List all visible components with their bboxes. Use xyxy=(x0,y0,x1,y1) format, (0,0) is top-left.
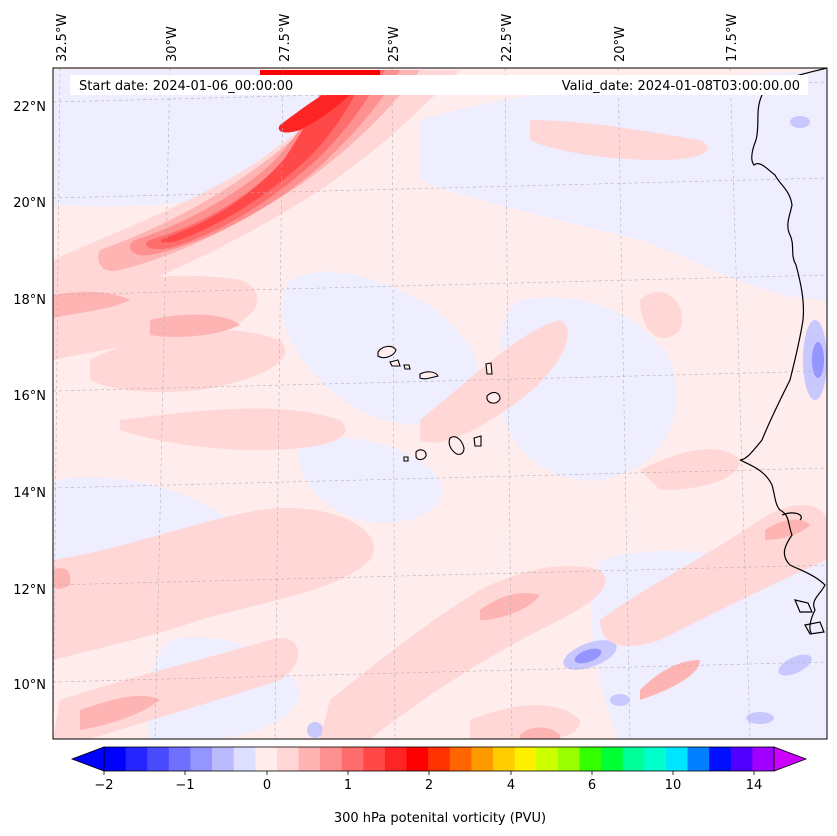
colorbar-cell xyxy=(601,747,624,771)
island-santa-luzia xyxy=(403,364,411,370)
lat-label-14n: 14°N xyxy=(13,486,46,501)
island-brava xyxy=(403,456,409,462)
colorbar-cell xyxy=(384,747,408,771)
map-frame xyxy=(52,67,828,740)
island-sal xyxy=(485,362,493,375)
lon-label-20w: 20°W xyxy=(613,26,628,62)
pv-negative-core xyxy=(574,342,824,664)
valid-date-label: Valid_date: 2024-01-08T03:00:00.00 xyxy=(562,79,800,94)
colorbar-cell xyxy=(665,747,689,771)
colorbar-cell xyxy=(514,747,537,771)
colorbar-tick-label: 14 xyxy=(746,778,763,793)
island-sao-vicente xyxy=(389,359,401,367)
lat-label-16n: 16°N xyxy=(13,389,46,404)
graticule xyxy=(53,68,827,739)
colorbar-cell xyxy=(276,747,300,771)
lon-label-17-5w: 17.5°W xyxy=(725,14,740,62)
colorbar-cell xyxy=(363,747,386,771)
colorbar-cell xyxy=(212,747,235,771)
lon-label-30w: 30°W xyxy=(165,26,180,62)
colorbar-cell xyxy=(255,747,278,771)
colorbar-under-arrow xyxy=(70,746,105,772)
island-santiago xyxy=(448,436,465,455)
colorbar-tick-label: 1 xyxy=(344,778,352,793)
colorbar-tick-label: 4 xyxy=(507,778,515,793)
colorbar-cell xyxy=(147,747,170,771)
colorbar-frame xyxy=(103,746,775,772)
colorbar-cell xyxy=(449,747,473,771)
colorbar-cell xyxy=(579,747,602,771)
colorbar-tick-label: −2 xyxy=(94,778,113,793)
lat-label-20n: 20°N xyxy=(13,196,46,211)
colorbar-tick-label: 10 xyxy=(665,778,682,793)
colorbar-tick-label: −1 xyxy=(175,778,194,793)
lat-label-18n: 18°N xyxy=(13,293,46,308)
map-panel: Start date: 2024-01-06_00:00:00 Valid_da… xyxy=(52,67,828,740)
colorbar-cell xyxy=(493,747,516,771)
lat-label-10n: 10°N xyxy=(13,678,46,693)
colorbar-tick-label: 6 xyxy=(588,778,596,793)
colorbar-ticks: −2 −1 0 1 2 4 6 10 14 xyxy=(94,771,762,793)
colorbar-cell xyxy=(471,747,494,771)
colorbar-cell xyxy=(644,747,667,771)
colorbar-cell xyxy=(298,747,321,771)
colorbar-cell xyxy=(730,747,753,771)
colorbar-cell xyxy=(709,747,732,771)
start-date-label: Start date: 2024-01-06_00:00:00 xyxy=(79,79,293,94)
colorbar-cell xyxy=(168,747,192,771)
island-maio xyxy=(473,435,482,447)
lon-label-27-5w: 27.5°W xyxy=(278,14,293,62)
lon-label-22-5w: 22.5°W xyxy=(500,14,515,62)
colorbar-cell xyxy=(622,747,645,771)
colorbar-cell xyxy=(536,747,559,771)
lat-label-12n: 12°N xyxy=(13,583,46,598)
cape-verde-islands xyxy=(377,345,501,462)
lon-label-32-5w: 32.5°W xyxy=(55,14,70,62)
colorbar-cell xyxy=(687,747,710,771)
colorbar-cell xyxy=(341,747,364,771)
colorbar: −2 −1 0 1 2 4 6 10 14 300 hPa potenital vorticit… xyxy=(70,746,808,826)
colorbar-title: 300 hPa potenital vorticity (PVU) xyxy=(334,811,546,826)
lat-label-22n: 22°N xyxy=(13,100,46,115)
colorbar-cell xyxy=(190,747,213,771)
colorbar-cell xyxy=(320,747,343,771)
longitude-labels: 32.5°W 30°W 27.5°W 25°W 22.5°W 20°W 17.5… xyxy=(55,14,740,62)
colorbar-cell xyxy=(752,747,775,771)
colorbar-cell xyxy=(233,747,256,771)
island-fogo xyxy=(415,449,427,461)
coastline xyxy=(739,68,827,635)
colorbar-cell xyxy=(104,747,127,771)
colorbar-tick-label: 0 xyxy=(263,778,271,793)
colorbar-cell xyxy=(406,747,429,771)
colorbar-tick-label: 2 xyxy=(425,778,433,793)
colorbar-cell xyxy=(125,747,148,771)
island-santo-antao xyxy=(377,345,397,359)
colorbar-cells xyxy=(104,747,775,771)
island-sao-nicolau xyxy=(419,371,439,380)
colorbar-cell xyxy=(557,747,581,771)
colorbar-over-arrow xyxy=(773,746,808,772)
lon-label-25w: 25°W xyxy=(387,26,402,62)
colorbar-cell xyxy=(428,747,451,771)
island-boa-vista xyxy=(486,391,501,404)
header-box xyxy=(70,75,808,95)
pv-field xyxy=(53,70,827,739)
african-coast xyxy=(739,68,827,635)
latitude-labels: 22°N 20°N 18°N 16°N 14°N 12°N 10°N xyxy=(13,100,46,693)
